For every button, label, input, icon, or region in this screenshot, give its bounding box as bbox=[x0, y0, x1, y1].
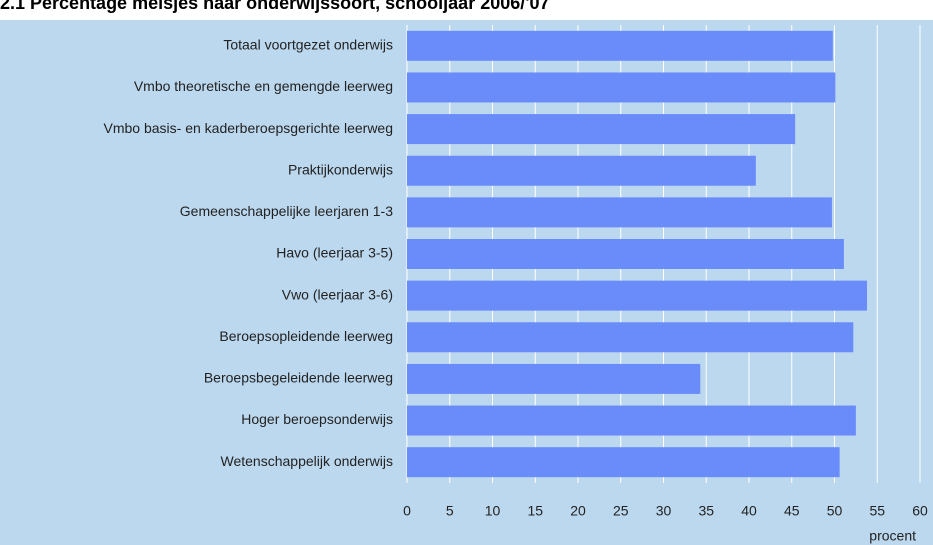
bar bbox=[407, 322, 854, 353]
y-tick-label: Wetenschappelijk onderwijs bbox=[221, 453, 394, 469]
y-tick-label: Vmbo theoretische en gemengde leerweg bbox=[134, 78, 393, 94]
x-tick-label: 50 bbox=[827, 503, 843, 519]
y-tick-label: Beroepsopleidende leerweg bbox=[219, 328, 393, 344]
x-tick-label: 25 bbox=[613, 503, 629, 519]
x-tick-label: 45 bbox=[784, 503, 800, 519]
bar bbox=[407, 363, 701, 394]
x-tick-label: 0 bbox=[403, 503, 411, 519]
x-tick-label: 35 bbox=[698, 503, 714, 519]
y-tick-label: Gemeenschappelijke leerjaren 1-3 bbox=[180, 203, 393, 219]
x-tick-label: 10 bbox=[485, 503, 501, 519]
bar bbox=[407, 30, 833, 61]
x-tick-label: 60 bbox=[912, 503, 928, 519]
x-tick-label: 55 bbox=[869, 503, 885, 519]
bar bbox=[407, 72, 836, 103]
x-tick-label: 5 bbox=[446, 503, 454, 519]
x-tick-label: 20 bbox=[570, 503, 586, 519]
y-tick-label: Vmbo basis- en kaderberoepsgerichte leer… bbox=[104, 120, 394, 136]
bar bbox=[407, 197, 832, 228]
y-tick-label: Hoger beroepsonderwijs bbox=[241, 411, 393, 427]
y-tick-label: Beroepsbegeleidende leerweg bbox=[204, 370, 393, 386]
x-tick-label: 40 bbox=[741, 503, 757, 519]
y-tick-label: Havo (leerjaar 3-5) bbox=[276, 245, 393, 261]
bar bbox=[407, 114, 796, 145]
chart-title: 2.1 Percentage meisjes naar onderwijssoo… bbox=[0, 0, 550, 13]
bar bbox=[407, 155, 756, 186]
x-axis-label: procent bbox=[869, 528, 916, 544]
bar bbox=[407, 280, 867, 311]
x-tick-label: 30 bbox=[656, 503, 672, 519]
y-tick-label: Totaal voortgezet onderwijs bbox=[223, 37, 393, 53]
bar bbox=[407, 239, 844, 269]
y-tick-label: Praktijkonderwijs bbox=[288, 161, 393, 177]
x-tick-label: 15 bbox=[527, 503, 543, 519]
bar bbox=[407, 447, 840, 478]
y-tick-label: Vwo (leerjaar 3-6) bbox=[282, 286, 393, 302]
bar bbox=[407, 405, 856, 436]
